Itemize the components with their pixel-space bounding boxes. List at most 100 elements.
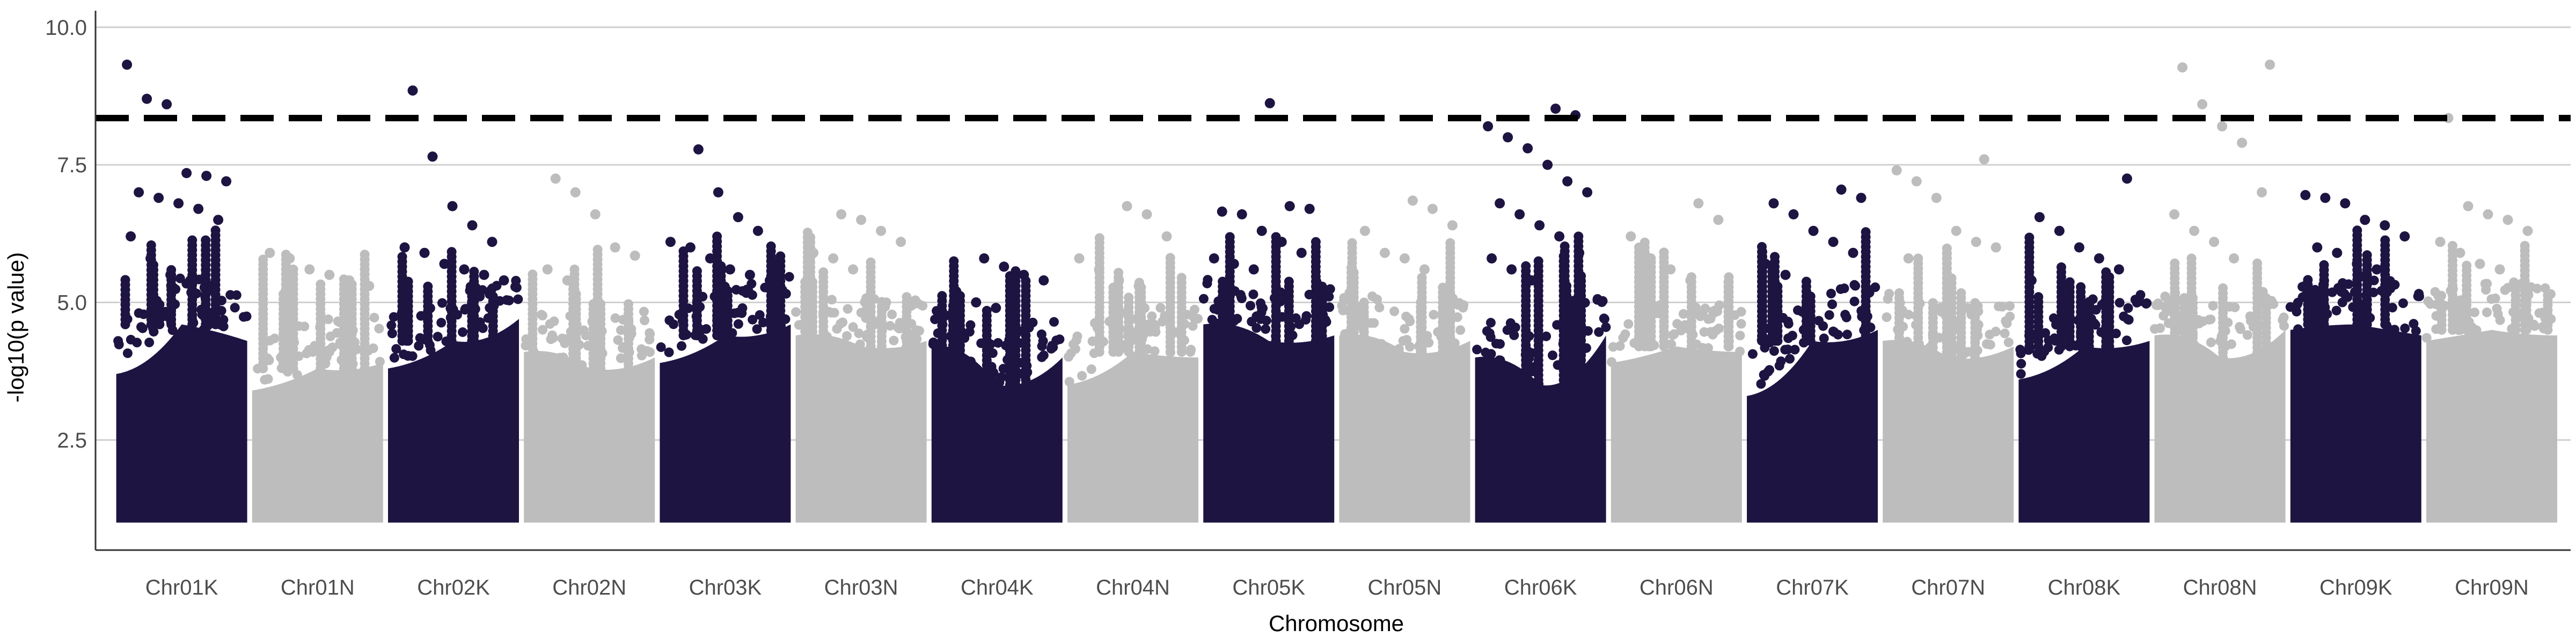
chromosome-Chr09N: [2421, 113, 2557, 523]
snp-point: [752, 324, 762, 334]
snp-point: [1503, 132, 1513, 143]
snp-point: [2057, 262, 2066, 272]
bulk-points-Chr01K: [116, 324, 247, 523]
snp-point: [1141, 209, 1152, 219]
snp-point: [808, 247, 819, 258]
chromosome-Chr05K: [1198, 98, 1335, 523]
snp-point: [325, 331, 335, 341]
snp-point: [1826, 289, 1836, 298]
snp-point: [369, 312, 379, 323]
snp-point: [2217, 121, 2228, 131]
snp-point: [1400, 324, 1410, 334]
snp-point: [2000, 328, 2010, 339]
snp-point: [1484, 328, 1495, 338]
axes: [94, 11, 2571, 551]
snp-point: [2242, 330, 2252, 340]
snp-point: [1438, 282, 1448, 292]
snp-point: [324, 269, 335, 280]
snp-point: [1483, 121, 1494, 131]
snp-point: [113, 336, 123, 346]
snp-point: [145, 253, 156, 264]
bulk-points-Chr05N: [1339, 334, 1470, 523]
snp-point: [1284, 276, 1294, 287]
snp-point: [616, 353, 626, 363]
snp-point: [1185, 347, 1196, 357]
snp-point: [2252, 258, 2263, 268]
snp-point: [800, 277, 810, 287]
snp-point: [1574, 247, 1585, 258]
x-tick-label: Chr08K: [2048, 576, 2121, 599]
snp-point: [2076, 282, 2086, 292]
snp-point: [747, 290, 757, 300]
snp-point: [1819, 333, 1829, 343]
snp-point: [588, 299, 598, 309]
snp-point: [193, 203, 204, 214]
snp-point: [2320, 193, 2331, 203]
snp-point: [855, 339, 865, 349]
snp-point: [386, 320, 397, 331]
snp-point: [387, 328, 397, 339]
snp-point: [2179, 293, 2189, 303]
bulk-points-Chr06N: [1611, 346, 1742, 523]
chromosome-Chr04N: [1064, 201, 1203, 523]
snp-point: [1495, 198, 1505, 209]
snp-point: [2034, 212, 2045, 223]
snp-point: [1562, 176, 1573, 187]
snp-point: [701, 324, 711, 334]
snp-point: [1956, 288, 1966, 298]
snp-point: [1790, 345, 1800, 355]
snp-point: [843, 304, 853, 314]
snp-point: [1359, 225, 1370, 236]
snp-point: [1394, 344, 1404, 354]
snp-point: [2352, 259, 2362, 269]
snp-point: [1037, 341, 1047, 351]
snp-point: [120, 275, 130, 285]
snp-point: [403, 351, 413, 361]
snp-point: [299, 321, 310, 332]
snp-point: [218, 321, 229, 332]
snp-point: [149, 327, 159, 337]
snp-point: [1188, 321, 1198, 331]
snp-point: [1981, 339, 1992, 349]
snp-point: [433, 332, 443, 342]
snp-point: [767, 256, 778, 266]
snp-point: [2189, 225, 2200, 236]
snp-point: [1523, 143, 1533, 153]
snp-point: [419, 247, 430, 258]
snp-point: [459, 264, 470, 275]
snp-point: [2492, 304, 2502, 313]
snp-point: [2033, 292, 2044, 302]
snp-point: [744, 269, 755, 280]
snp-point: [1339, 295, 1349, 305]
snp-point: [2150, 324, 2160, 334]
snp-point: [2003, 337, 2014, 347]
snp-point: [538, 311, 547, 320]
snp-point: [1324, 302, 1335, 312]
snp-point: [1427, 203, 1438, 214]
snp-point: [2074, 242, 2084, 253]
snp-point: [613, 335, 623, 345]
snp-point: [2279, 321, 2289, 331]
snp-point: [1723, 277, 1733, 287]
snp-point: [2421, 333, 2432, 343]
snp-point: [1048, 342, 1058, 353]
snp-point: [669, 319, 678, 330]
snp-point: [1248, 289, 1258, 299]
snp-point: [241, 311, 252, 321]
snp-point: [570, 187, 581, 197]
snp-point: [542, 264, 553, 275]
snp-point: [162, 99, 172, 109]
snp-point: [1019, 269, 1029, 280]
snp-point: [122, 348, 133, 358]
snp-point: [665, 237, 676, 247]
snp-point: [2048, 313, 2059, 323]
snp-point: [1776, 356, 1786, 367]
snp-point: [752, 225, 763, 236]
snp-point: [1389, 306, 1400, 317]
snp-point: [1038, 275, 1049, 286]
snp-point: [1931, 193, 1942, 203]
snp-point: [2521, 295, 2531, 305]
snp-point: [1828, 237, 1839, 247]
snp-point: [1601, 322, 1611, 332]
bulk-points-Chr03K: [660, 324, 791, 523]
